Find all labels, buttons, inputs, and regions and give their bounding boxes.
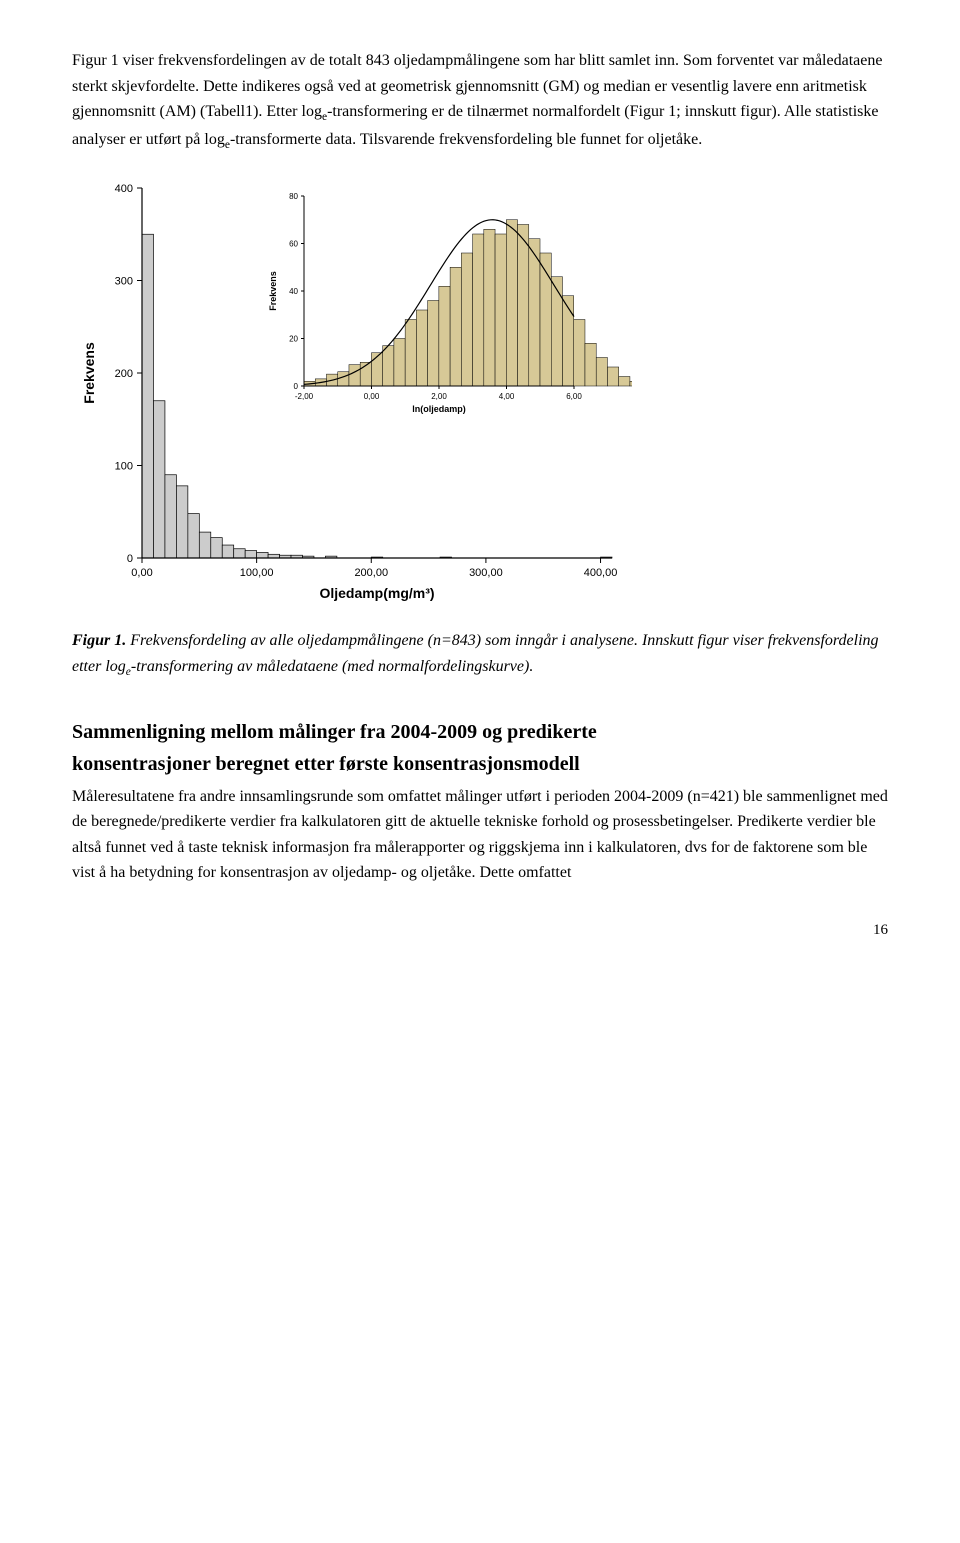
intro-paragraph: Figur 1 viser frekvensfordelingen av de … <box>72 48 888 154</box>
comparison-paragraph: Måleresultatene fra andre innsamlingsrun… <box>72 784 888 886</box>
svg-text:ln(oljedamp): ln(oljedamp) <box>412 404 466 414</box>
svg-text:400: 400 <box>115 183 133 195</box>
svg-text:100: 100 <box>115 461 133 473</box>
svg-text:0: 0 <box>127 553 133 565</box>
svg-text:200,00: 200,00 <box>354 567 388 579</box>
page-number: 16 <box>72 918 888 942</box>
section-heading-line1: Sammenligning mellom målinger fra 2004-2… <box>72 718 888 746</box>
svg-text:100,00: 100,00 <box>240 567 274 579</box>
svg-text:0,00: 0,00 <box>131 567 152 579</box>
svg-text:400,00: 400,00 <box>584 567 618 579</box>
svg-text:-2,00: -2,00 <box>295 392 314 401</box>
caption-text-b: -transformering av måledataene (med norm… <box>131 658 533 675</box>
svg-text:60: 60 <box>289 240 298 249</box>
figure-1: 01002003004000,00100,00200,00300,00400,0… <box>72 178 888 618</box>
text: -transformerte data. Tilsvarende frekven… <box>230 131 702 148</box>
svg-text:0: 0 <box>294 382 299 391</box>
svg-text:2,00: 2,00 <box>431 392 447 401</box>
figure-caption: Figur 1. Frekvensfordeling av alle oljed… <box>72 628 888 681</box>
svg-text:Oljedamp(mg/m³): Oljedamp(mg/m³) <box>319 585 434 601</box>
svg-text:80: 80 <box>289 192 298 201</box>
svg-text:200: 200 <box>115 368 133 380</box>
main-histogram: 01002003004000,00100,00200,00300,00400,0… <box>72 178 632 618</box>
section-heading-line2: konsentrasjoner beregnet etter første ko… <box>72 750 888 778</box>
svg-text:4,00: 4,00 <box>499 392 515 401</box>
svg-text:Frekvens: Frekvens <box>81 342 97 404</box>
svg-text:40: 40 <box>289 287 298 296</box>
svg-text:300: 300 <box>115 276 133 288</box>
svg-text:Frekvens: Frekvens <box>268 272 278 312</box>
caption-label: Figur 1. <box>72 632 126 649</box>
svg-text:20: 20 <box>289 335 298 344</box>
svg-text:300,00: 300,00 <box>469 567 503 579</box>
svg-text:6,00: 6,00 <box>566 392 582 401</box>
svg-text:0,00: 0,00 <box>364 392 380 401</box>
